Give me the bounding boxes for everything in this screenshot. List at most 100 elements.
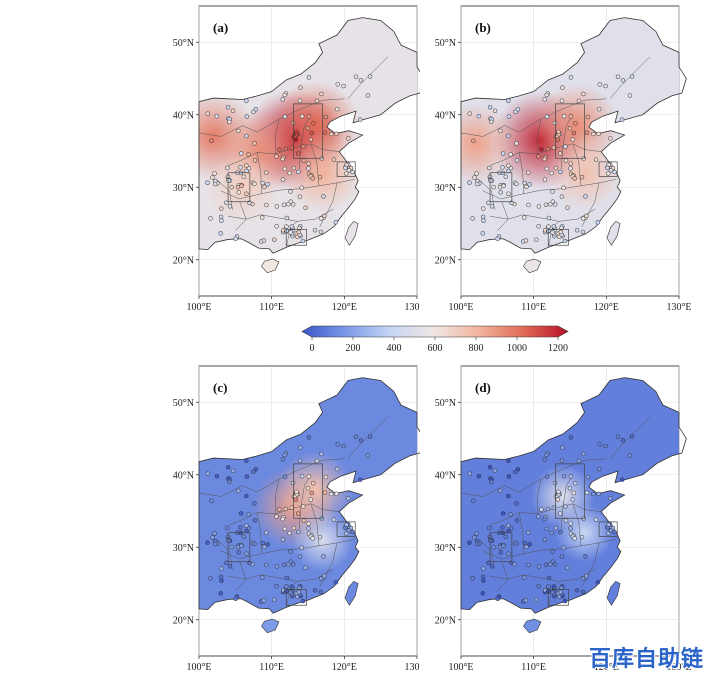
station-point bbox=[550, 230, 555, 235]
province-border bbox=[518, 512, 524, 554]
station-point bbox=[467, 540, 472, 545]
station-point bbox=[226, 178, 231, 183]
study-region-box bbox=[293, 463, 323, 519]
study-region-box bbox=[227, 532, 251, 563]
station-point bbox=[310, 176, 315, 181]
station-point bbox=[281, 202, 287, 208]
station-point bbox=[488, 538, 493, 543]
station-point bbox=[627, 453, 633, 458]
station-point bbox=[576, 458, 582, 464]
station-point bbox=[272, 597, 277, 602]
station-point bbox=[314, 98, 320, 104]
station-point bbox=[225, 165, 230, 171]
colorbar-svg: 0 200 400 600 800 1000 1200 bbox=[301, 325, 569, 354]
station-point bbox=[580, 216, 586, 221]
station-point bbox=[252, 141, 257, 146]
station-point bbox=[218, 591, 223, 596]
station-point bbox=[596, 131, 601, 137]
x-tick-label: 110°E bbox=[259, 302, 284, 313]
station-point bbox=[480, 214, 486, 220]
province-border bbox=[537, 119, 542, 154]
map-panel-d: 100°E 110°E 120°E 130°E 20°N 30°N 40°N 50°N (d) bbox=[435, 365, 692, 673]
station-point bbox=[495, 236, 500, 241]
station-point bbox=[236, 128, 241, 134]
station-point bbox=[317, 534, 323, 540]
station-point bbox=[574, 227, 580, 233]
station-point bbox=[523, 598, 529, 603]
province-border bbox=[275, 479, 280, 514]
station-point bbox=[318, 216, 324, 221]
station-point bbox=[534, 237, 539, 242]
station-point bbox=[526, 530, 531, 535]
station-point bbox=[244, 523, 249, 528]
country-border bbox=[460, 17, 687, 254]
province-border bbox=[489, 503, 602, 526]
station-point bbox=[620, 78, 626, 83]
station-point bbox=[513, 109, 518, 115]
station-point bbox=[619, 477, 625, 482]
station-point bbox=[272, 237, 277, 242]
station-point bbox=[280, 537, 286, 542]
x-tick-label: 120°E bbox=[332, 662, 357, 673]
station-point bbox=[358, 78, 364, 83]
station-point bbox=[555, 137, 561, 142]
station-point bbox=[536, 204, 542, 209]
station-point bbox=[467, 111, 472, 116]
study-region-box bbox=[227, 172, 251, 203]
station-point bbox=[346, 136, 351, 141]
station-point bbox=[212, 541, 218, 547]
station-point bbox=[280, 516, 285, 522]
station-point bbox=[568, 75, 574, 80]
station-point bbox=[539, 507, 544, 512]
station-point bbox=[557, 511, 563, 516]
station-point bbox=[508, 152, 513, 157]
station-point bbox=[591, 131, 596, 137]
y-tick-label: 30°N bbox=[173, 543, 194, 554]
station-point bbox=[306, 75, 312, 80]
station-point bbox=[558, 589, 564, 595]
station-point bbox=[597, 442, 602, 447]
station-point bbox=[629, 434, 635, 439]
panel-label: (b) bbox=[475, 20, 491, 35]
station-point bbox=[591, 491, 596, 497]
station-point bbox=[308, 497, 314, 502]
station-point bbox=[283, 146, 289, 152]
station-point bbox=[550, 559, 556, 564]
station-point bbox=[527, 182, 532, 187]
station-point bbox=[274, 564, 280, 569]
panel-c: 100°E 110°E 120°E 130°E 20°N 30°N 40°N 50°N (c) bbox=[160, 360, 420, 679]
station-point bbox=[467, 471, 472, 476]
station-point bbox=[526, 202, 531, 208]
station-point bbox=[280, 97, 286, 102]
station-point bbox=[549, 530, 554, 536]
station-point bbox=[251, 109, 256, 115]
station-point bbox=[341, 443, 346, 449]
station-point bbox=[241, 174, 247, 180]
station-point bbox=[549, 170, 554, 176]
y-tick-label: 50°N bbox=[173, 38, 194, 49]
x-tick-label: 100°E bbox=[186, 662, 211, 673]
station-point bbox=[335, 82, 340, 87]
y-tick-label: 40°N bbox=[173, 110, 194, 121]
station-point bbox=[205, 111, 210, 116]
station-point bbox=[605, 165, 610, 171]
panel-label: (d) bbox=[475, 380, 491, 395]
station-point bbox=[573, 120, 578, 126]
station-point bbox=[551, 224, 557, 229]
station-point bbox=[542, 97, 548, 102]
station-point bbox=[284, 224, 289, 229]
station-point bbox=[259, 575, 265, 580]
country-border bbox=[198, 17, 420, 254]
station-point bbox=[585, 474, 591, 480]
station-point bbox=[264, 562, 269, 568]
station-point bbox=[467, 180, 472, 185]
station-point bbox=[301, 518, 307, 523]
station-point bbox=[219, 566, 224, 571]
station-point bbox=[225, 464, 231, 470]
station-point bbox=[514, 158, 520, 163]
station-point bbox=[522, 540, 527, 546]
station-point bbox=[470, 216, 475, 221]
station-point bbox=[543, 202, 549, 208]
station-point bbox=[205, 180, 210, 185]
station-point bbox=[288, 189, 293, 194]
